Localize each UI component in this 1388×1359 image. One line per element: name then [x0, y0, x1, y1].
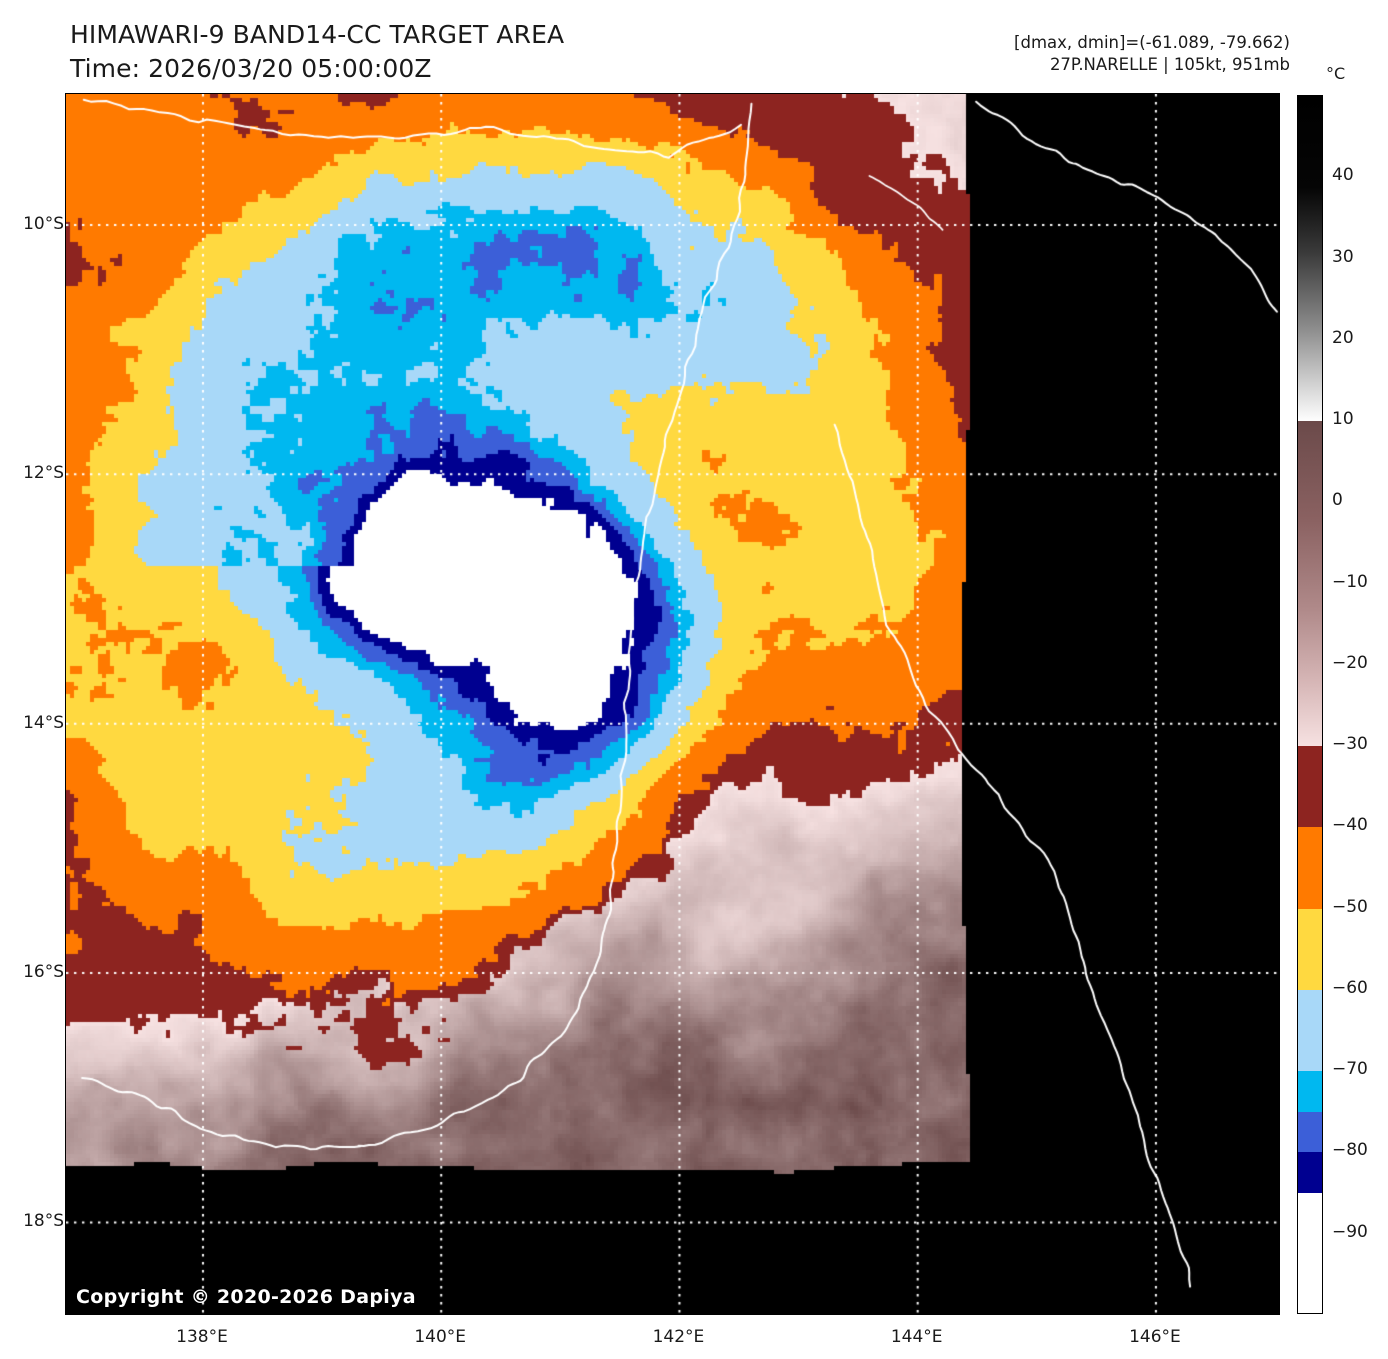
copyright-label: Copyright © 2020-2026 Dapiya [76, 1286, 416, 1308]
colorbar-segment [1298, 421, 1322, 747]
colorbar-tick-label: −40 [1332, 815, 1368, 836]
colorbar-tick-label: 40 [1332, 165, 1354, 186]
storm-info-label: 27P.NARELLE | 105kt, 951mb [1049, 55, 1290, 74]
colorbar-tick-label: −30 [1332, 734, 1368, 755]
y-tick-label: 14°S [23, 712, 64, 733]
colorbar-tick-label: −70 [1332, 1059, 1368, 1080]
satellite-imagery-canvas [66, 94, 1279, 1314]
temperature-colorbar [1297, 95, 1323, 1314]
colorbar-segment [1298, 96, 1322, 422]
colorbar-segment [1298, 746, 1322, 828]
colorbar-tick-label: −20 [1332, 652, 1368, 673]
header-metadata-block: [dmax, dmin]=(-61.089, -79.662) 27P.NARE… [1014, 32, 1290, 76]
colorbar-tick-label: −50 [1332, 896, 1368, 917]
colorbar-tick-label: −10 [1332, 571, 1368, 592]
colorbar-tick-label: 0 [1332, 490, 1343, 511]
y-tick-label: 10°S [23, 213, 64, 234]
x-tick-label: 144°E [890, 1327, 943, 1347]
colorbar-tick-label: −60 [1332, 977, 1368, 998]
y-tick-label: 12°S [23, 463, 64, 484]
colorbar-segment [1298, 908, 1322, 991]
colorbar-segment [1298, 827, 1322, 910]
colorbar-segment [1298, 1193, 1322, 1313]
colorbar-unit-label: °C [1326, 64, 1346, 83]
colorbar-segment [1298, 1152, 1322, 1194]
x-tick-label: 146°E [1129, 1327, 1181, 1347]
page-title: HIMAWARI-9 BAND14-CC TARGET AREA [70, 20, 565, 49]
x-tick-label: 138°E [176, 1327, 228, 1347]
colorbar-gradient [1298, 96, 1322, 1313]
colorbar-tick-label: −80 [1332, 1140, 1368, 1161]
dmax-dmin-label: [dmax, dmin]=(-61.089, -79.662) [1014, 33, 1290, 52]
x-tick-label: 140°E [414, 1327, 467, 1347]
colorbar-tick-label: 30 [1332, 246, 1354, 267]
y-tick-label: 18°S [23, 1211, 64, 1232]
header-title-block: HIMAWARI-9 BAND14-CC TARGET AREA Time: 2… [70, 18, 564, 86]
colorbar-segment [1298, 989, 1322, 1072]
x-tick-label: 142°E [652, 1327, 705, 1347]
satellite-image-plot [65, 93, 1280, 1315]
timestamp-label: Time: 2026/03/20 05:00:00Z [70, 54, 432, 83]
y-tick-label: 16°S [23, 962, 64, 983]
colorbar-segment [1298, 1071, 1322, 1113]
colorbar-tick-label: 20 [1332, 327, 1354, 348]
colorbar-tick-label: −90 [1332, 1221, 1368, 1242]
colorbar-tick-label: 10 [1332, 409, 1354, 430]
colorbar-segment [1298, 1111, 1322, 1154]
